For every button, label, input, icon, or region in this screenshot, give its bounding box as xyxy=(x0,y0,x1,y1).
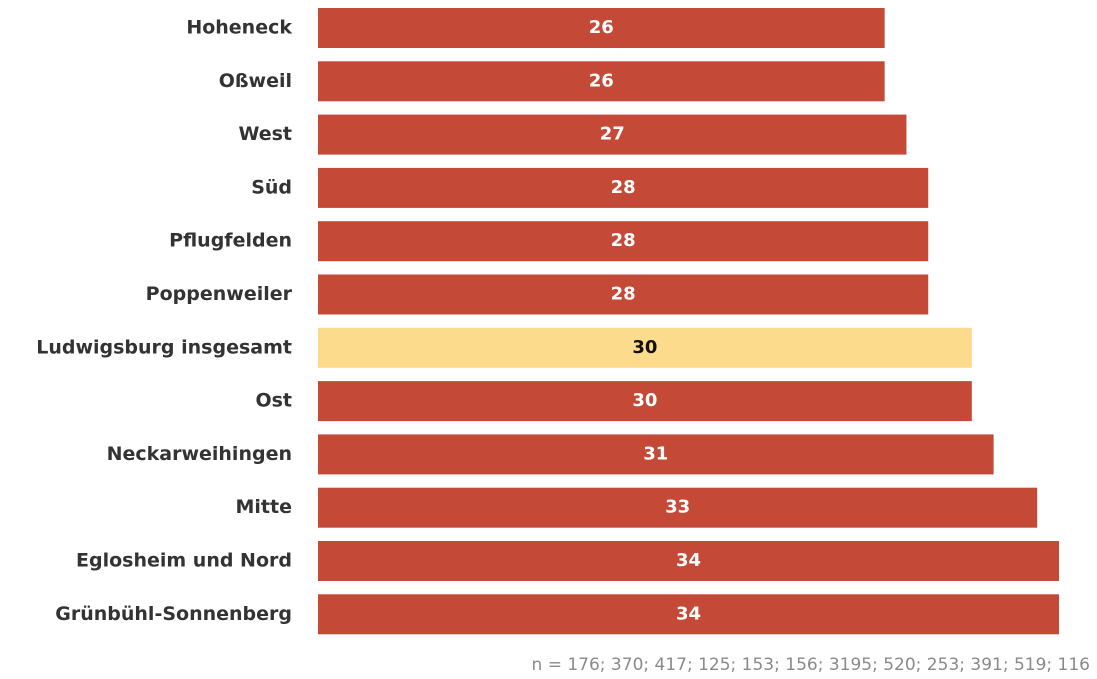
bar xyxy=(318,541,1059,581)
value-label: 28 xyxy=(611,177,636,198)
value-label: 34 xyxy=(676,603,701,624)
bar xyxy=(318,8,885,48)
bar xyxy=(318,61,885,102)
category-label: Poppenweiler xyxy=(146,283,293,305)
bar xyxy=(318,114,907,155)
value-label: 28 xyxy=(611,230,636,251)
category-label: Mitte xyxy=(236,496,292,518)
category-label: Grünbühl-Sonnenberg xyxy=(55,603,292,625)
value-label: 26 xyxy=(589,17,614,38)
bar xyxy=(318,381,972,422)
category-label: Ludwigsburg insgesamt xyxy=(36,336,292,358)
category-label: Neckarweihingen xyxy=(107,443,292,465)
category-label: Eglosheim und Nord xyxy=(76,550,292,572)
category-label: Oßweil xyxy=(219,70,292,92)
bar xyxy=(318,167,929,208)
bar xyxy=(318,434,994,475)
value-label: 34 xyxy=(676,550,701,571)
category-label: West xyxy=(238,123,292,145)
category-label: Süd xyxy=(251,176,292,198)
bar xyxy=(318,487,1038,528)
value-label: 31 xyxy=(643,443,668,464)
value-label: 28 xyxy=(611,284,636,305)
value-label: 30 xyxy=(632,390,657,411)
category-label: Hoheneck xyxy=(186,17,292,39)
bar xyxy=(318,594,1059,635)
bar xyxy=(318,274,929,315)
category-label: Pflugfelden xyxy=(169,230,292,252)
category-label: Ost xyxy=(255,390,292,412)
bar xyxy=(318,221,929,262)
value-label: 27 xyxy=(600,124,625,145)
value-label: 30 xyxy=(632,337,657,358)
bar xyxy=(318,327,972,368)
sample-size-note: n = 176; 370; 417; 125; 153; 156; 3195; … xyxy=(532,655,1090,675)
value-label: 33 xyxy=(665,497,690,518)
value-label: 26 xyxy=(589,70,614,91)
